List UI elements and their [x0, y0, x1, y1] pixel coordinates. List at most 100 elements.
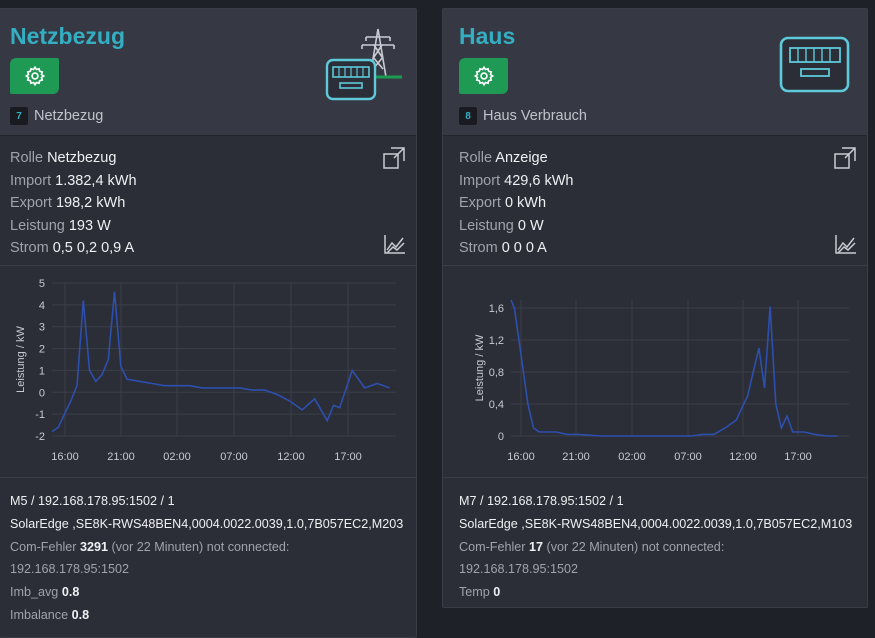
row-label: Export	[10, 195, 52, 212]
row-value: 0,5 0,2 0,9 A	[52, 240, 135, 257]
row-value: 0 W	[517, 217, 544, 234]
row-label: Export	[459, 195, 501, 212]
power-series-line	[510, 299, 838, 437]
x-tick-label: 17:00	[784, 451, 812, 463]
power-chart: 5 4 3 2 1 0 -1 -2 16:00 21:00 02:00 07:00 12:00 17:00…	[0, 266, 416, 478]
card-title: Netzbezug	[10, 23, 125, 49]
unit-id: 1	[167, 494, 175, 508]
device-id-badge: 8	[459, 107, 477, 125]
extra-imb-avg: Imb_avg 0.8	[10, 581, 406, 604]
extra-value: 0.8	[61, 585, 80, 600]
meter-card-netzbezug: Netzbezug 7 Netzbezug	[0, 8, 417, 638]
host-address: 192.168.178.95:1502	[487, 494, 607, 508]
y-tick-label: -2	[35, 431, 45, 443]
popout-icon[interactable]	[382, 146, 406, 170]
y-tick-label: 2	[39, 344, 45, 356]
power-chart-svg: 1,6 1,2 0,8 0,4 016:00 21:00 02:00 07:00 12:00 17…	[474, 299, 849, 463]
row-label: Leistung	[459, 217, 514, 234]
row-value: 1.382,4 kWh	[55, 172, 137, 189]
power-chart-svg: 5 4 3 2 1 0 -1 -2 16:00 21:00 02:00 07:00 12:00 17:00…	[15, 278, 396, 463]
row-export: Export 0 kWh	[459, 192, 857, 215]
com-error-label: Com-Fehler	[10, 539, 77, 554]
extra-value: 0.8	[71, 607, 90, 622]
extra-label: Imb_avg	[10, 585, 59, 600]
x-tick-label: 21:00	[107, 451, 135, 463]
x-tick-label: 16:00	[51, 451, 79, 463]
x-tick-label: 12:00	[277, 451, 305, 463]
power-meter-icon	[779, 36, 850, 93]
row-value: 429,6 kWh	[504, 172, 574, 189]
com-error-count: 3291	[79, 539, 109, 554]
row-rolle: Rolle Netzbezug	[10, 147, 406, 170]
settings-button[interactable]	[10, 58, 59, 94]
y-tick-label: 0,4	[489, 399, 504, 411]
host-address: 192.168.178.95:1502	[38, 494, 158, 508]
row-value: 198,2 kWh	[55, 195, 126, 212]
com-error-info: (vor 22 Minuten) not connected:	[546, 539, 725, 554]
y-tick-label: 5	[39, 278, 45, 290]
y-tick-label: 1,2	[489, 335, 504, 347]
y-tick-label: 4	[39, 300, 45, 312]
address-line: M7 / 192.168.178.95:1502 / 1	[459, 494, 624, 508]
row-leistung: Leistung 193 W	[10, 215, 406, 238]
x-tick-label: 21:00	[562, 451, 590, 463]
device-id-label: Netzbezug	[34, 108, 104, 124]
com-error-line: Com-Fehler 3291 (vor 22 Minuten) not con…	[10, 536, 406, 559]
address-line: M5 / 192.168.178.95:1502 / 1	[10, 494, 175, 508]
gear-icon	[473, 65, 494, 87]
y-axis-label: Leistung / kW	[474, 334, 486, 401]
extra-temp: Temp 0	[459, 581, 857, 604]
settings-button[interactable]	[459, 58, 508, 94]
popout-icon[interactable]	[833, 146, 857, 170]
x-tick-label: 02:00	[618, 451, 646, 463]
x-tick-label: 16:00	[507, 451, 535, 463]
y-tick-label: 1,6	[489, 303, 504, 315]
meter-info: Rolle Netzbezug Import 1.382,4 kWh Expor…	[0, 136, 416, 266]
row-value: Anzeige	[495, 150, 548, 166]
x-tick-label: 17:00	[334, 451, 362, 463]
device-id-label: Haus Verbrauch	[483, 108, 587, 124]
com-error-info: (vor 22 Minuten) not connected:	[111, 539, 290, 554]
device-id-badge: 7	[10, 107, 28, 125]
card-header: Netzbezug 7 Netzbezug	[0, 9, 416, 136]
row-label: Import	[459, 172, 501, 189]
com-error-label: Com-Fehler	[459, 539, 526, 554]
card-title: Haus	[459, 23, 516, 49]
device-string: SolarEdge ,SE8K-RWS48BEN4,0004.0022.0039…	[10, 516, 404, 531]
row-value: 193 W	[68, 217, 111, 234]
y-tick-label: 3	[39, 322, 45, 334]
row-import: Import 429,6 kWh	[459, 170, 857, 193]
row-value: 0 0 0 A	[501, 240, 547, 257]
line-chart-icon[interactable]	[835, 234, 857, 254]
card-header: Haus 8 Haus Verbrauch	[443, 9, 867, 136]
module-id: M7	[459, 494, 477, 508]
row-label: Import	[10, 172, 52, 189]
row-value: 0 kWh	[504, 195, 547, 212]
y-tick-label: 0	[39, 387, 45, 399]
x-tick-label: 12:00	[729, 451, 757, 463]
row-export: Export 198,2 kWh	[10, 192, 406, 215]
meter-card-haus: Haus 8 Haus Verbrauch Rolle Anzeige Impo…	[442, 8, 868, 608]
x-tick-label: 02:00	[163, 451, 191, 463]
row-rolle: Rolle Anzeige	[459, 147, 857, 170]
line-chart-icon[interactable]	[384, 234, 406, 254]
row-import: Import 1.382,4 kWh	[10, 170, 406, 193]
y-tick-label: -1	[35, 409, 45, 421]
row-label: Strom	[10, 240, 49, 257]
power-chart: 1,6 1,2 0,8 0,4 0 16:00 21:00 02:00 07:00 12:00 17…	[443, 266, 867, 478]
device-id-row: 7 Netzbezug	[10, 107, 103, 125]
extra-value: 0	[493, 585, 501, 600]
x-tick-label: 07:00	[674, 451, 702, 463]
row-strom: Strom 0,5 0,2 0,9 A	[10, 237, 406, 260]
power-meter-grid-icon	[325, 28, 402, 101]
com-error-line: Com-Fehler 17 (vor 22 Minuten) not conne…	[459, 536, 857, 559]
device-id-row: 8 Haus Verbrauch	[459, 107, 587, 125]
y-axis-label: Leistung / kW	[15, 326, 27, 393]
com-error-host: 192.168.178.95:1502	[10, 562, 130, 577]
row-label: Strom	[459, 240, 498, 257]
power-series-line	[51, 291, 390, 433]
extra-label: Imbalance	[10, 607, 69, 622]
com-error-count: 17	[528, 539, 543, 554]
y-tick-label: 0	[498, 431, 504, 443]
module-id: M5	[10, 494, 28, 508]
